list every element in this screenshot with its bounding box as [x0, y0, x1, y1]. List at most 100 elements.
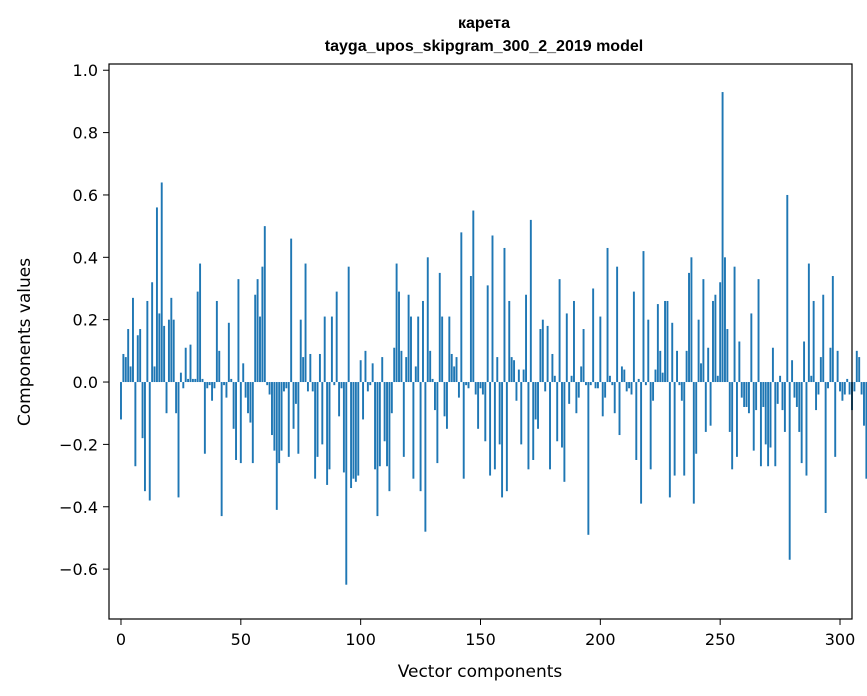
chart-title: карета [458, 15, 510, 32]
bar [359, 360, 362, 383]
bar [673, 382, 676, 476]
bar [457, 382, 460, 398]
bar [683, 382, 686, 476]
x-tick-label: 100 [345, 630, 376, 649]
bar [124, 357, 127, 383]
bar [606, 247, 609, 383]
bar [153, 366, 156, 383]
bar [685, 350, 688, 383]
bar [829, 347, 832, 383]
bar [223, 382, 226, 386]
bar [474, 382, 477, 395]
bar [302, 357, 305, 383]
bar [354, 382, 357, 482]
bar [378, 382, 381, 467]
bar [534, 382, 537, 420]
bar [129, 366, 132, 383]
bar [743, 382, 746, 407]
bar [573, 300, 575, 383]
bar [122, 353, 125, 383]
bar [244, 382, 247, 398]
bar [637, 378, 640, 383]
bar [333, 382, 336, 386]
bar [225, 382, 228, 398]
bar [827, 382, 829, 389]
bar [707, 347, 710, 383]
bar [196, 291, 199, 383]
bar [189, 344, 192, 383]
bar [127, 329, 130, 383]
bar [218, 350, 221, 383]
bar [496, 357, 499, 383]
bar [342, 382, 345, 473]
bar [800, 382, 803, 464]
bar [182, 382, 185, 389]
bar [187, 378, 190, 383]
bar [736, 382, 738, 457]
bar [390, 382, 393, 414]
bar [330, 316, 333, 383]
bar [776, 382, 779, 404]
bar [450, 353, 453, 383]
bar [558, 279, 561, 383]
bar [278, 382, 281, 464]
bar [402, 382, 405, 457]
bar [630, 382, 633, 395]
bar [831, 276, 834, 383]
bar [853, 382, 856, 392]
bar [136, 335, 139, 383]
bar [249, 382, 252, 423]
bar [139, 329, 142, 383]
bar [642, 251, 645, 383]
x-tick-label: 200 [585, 630, 616, 649]
y-axis-title: Components values [15, 258, 35, 426]
bar [412, 382, 415, 479]
bar [491, 235, 494, 383]
bar [805, 382, 808, 476]
bar [455, 357, 458, 383]
plot-frame [108, 63, 853, 620]
bar [733, 266, 736, 383]
bar [841, 382, 844, 401]
bar [357, 382, 360, 476]
bar [712, 300, 714, 383]
bar [769, 382, 772, 448]
y-tick-label: 0.0 [73, 373, 98, 392]
bar [326, 382, 329, 485]
bar [537, 382, 539, 429]
bar [366, 382, 369, 392]
bar [767, 382, 770, 467]
x-tick-label: 300 [825, 630, 856, 649]
bar [620, 366, 623, 383]
bar [719, 282, 722, 383]
bar [251, 382, 254, 464]
bar [323, 316, 326, 383]
bar [577, 382, 580, 398]
bar [175, 382, 178, 414]
bar [759, 382, 762, 467]
bar [429, 350, 432, 383]
bar [697, 319, 700, 383]
bar [410, 316, 412, 383]
bar [155, 207, 158, 383]
bar [398, 291, 400, 383]
bar [659, 350, 662, 383]
bars-group [120, 92, 867, 585]
x-axis-title: Vector components [398, 662, 563, 682]
bar [227, 322, 230, 383]
bar [721, 92, 724, 383]
bar [179, 372, 182, 383]
bar [779, 375, 782, 383]
bar [414, 366, 417, 383]
bar [762, 382, 765, 407]
bar [381, 357, 384, 383]
bar [678, 382, 681, 386]
bar [309, 353, 312, 383]
bar [285, 382, 288, 389]
bar [649, 382, 652, 470]
bar [304, 263, 307, 383]
bar [242, 363, 245, 383]
bar [594, 382, 597, 389]
bar [374, 382, 376, 470]
bar [747, 382, 750, 414]
